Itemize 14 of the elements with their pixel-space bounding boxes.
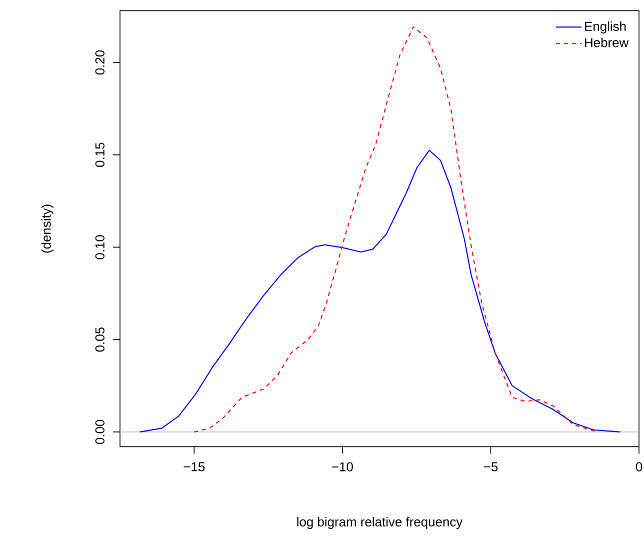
legend-label: English (585, 21, 626, 34)
y-tick-label: 0.15 (95, 142, 104, 167)
x-tick-label: −10 (332, 462, 353, 472)
y-tick-label: 0.10 (95, 235, 104, 260)
y-axis-title: (density) (41, 204, 54, 253)
x-axis-title: log bigram relative frequency (297, 516, 463, 530)
y-tick-label: 0.20 (95, 50, 104, 75)
y-tick-label: 0.00 (95, 420, 104, 444)
line-series (139, 150, 621, 432)
y-tick-label: 0.05 (95, 327, 104, 352)
x-tick-label: −15 (184, 462, 205, 472)
x-tick-label: −5 (484, 462, 498, 472)
legend-label: Hebrew (585, 38, 629, 48)
x-tick-label: 0 (636, 462, 642, 472)
